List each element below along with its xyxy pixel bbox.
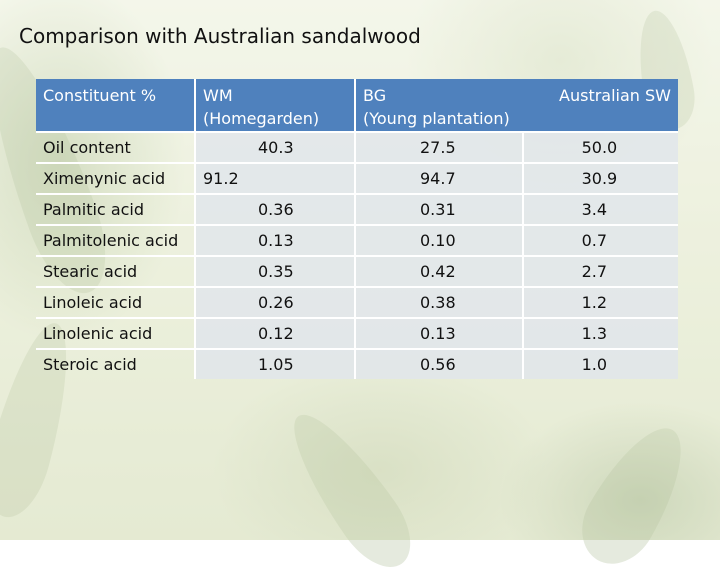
row-label: Linolenic acid	[36, 317, 196, 348]
table-row: Oil content 40.3 27.5 50.0	[36, 131, 678, 162]
header-bg-line1: BG	[363, 86, 387, 105]
header-constituent-label: Constituent %	[43, 86, 157, 105]
cell-wm: 0.12	[196, 317, 356, 348]
cell-australian: 1.3	[523, 317, 678, 348]
cell-bg: 0.31	[356, 193, 524, 224]
table-row: Steroic acid 1.05 0.56 1.0	[36, 348, 678, 379]
cell-bg: 0.56	[356, 348, 524, 379]
cell-bg: 0.10	[356, 224, 524, 255]
header-wm-line2: (Homegarden)	[203, 109, 320, 128]
table-header-row: Constituent % WM (Homegarden) BG Austral…	[36, 79, 678, 131]
cell-australian: 50.0	[523, 131, 678, 162]
row-label: Stearic acid	[36, 255, 196, 286]
cell-wm: 40.3	[196, 131, 356, 162]
table-row: Ximenynic acid 91.2 94.7 30.9	[36, 162, 678, 193]
comparison-table: Constituent % WM (Homegarden) BG Austral…	[36, 79, 678, 379]
table-row: Stearic acid 0.35 0.42 2.7	[36, 255, 678, 286]
header-bg-australian: BG Australian SW (Young plantation)	[356, 79, 678, 131]
row-label: Palmitolenic acid	[36, 224, 196, 255]
table-row: Palmitolenic acid 0.13 0.10 0.7	[36, 224, 678, 255]
cell-bg: 0.13	[356, 317, 524, 348]
cell-bg: 0.38	[356, 286, 524, 317]
table-row: Palmitic acid 0.36 0.31 3.4	[36, 193, 678, 224]
table-row: Linolenic acid 0.12 0.13 1.3	[36, 317, 678, 348]
cell-wm: 0.13	[196, 224, 356, 255]
cell-australian: 2.7	[523, 255, 678, 286]
cell-bg: 27.5	[356, 131, 524, 162]
row-label: Steroic acid	[36, 348, 196, 379]
cell-wm: 0.26	[196, 286, 356, 317]
cell-wm: 1.05	[196, 348, 356, 379]
table-row: Linoleic acid 0.26 0.38 1.2	[36, 286, 678, 317]
header-bg-line2: (Young plantation)	[363, 109, 510, 128]
cell-australian: 30.9	[523, 162, 678, 193]
slide-title: Comparison with Australian sandalwood	[19, 24, 421, 48]
cell-australian: 1.0	[523, 348, 678, 379]
row-label: Oil content	[36, 131, 196, 162]
row-label: Linoleic acid	[36, 286, 196, 317]
cell-bg: 0.42	[356, 255, 524, 286]
cell-australian: 0.7	[523, 224, 678, 255]
cell-australian: 1.2	[523, 286, 678, 317]
row-label: Ximenynic acid	[36, 162, 196, 193]
header-australian: Australian SW	[559, 86, 671, 105]
cell-australian: 3.4	[523, 193, 678, 224]
header-constituent: Constituent %	[36, 79, 196, 131]
header-wm: WM (Homegarden)	[196, 79, 356, 131]
row-label: Palmitic acid	[36, 193, 196, 224]
cell-wm: 91.2	[196, 162, 356, 193]
cell-bg: 94.7	[356, 162, 524, 193]
cell-wm: 0.35	[196, 255, 356, 286]
cell-wm: 0.36	[196, 193, 356, 224]
header-wm-line1: WM	[203, 86, 233, 105]
